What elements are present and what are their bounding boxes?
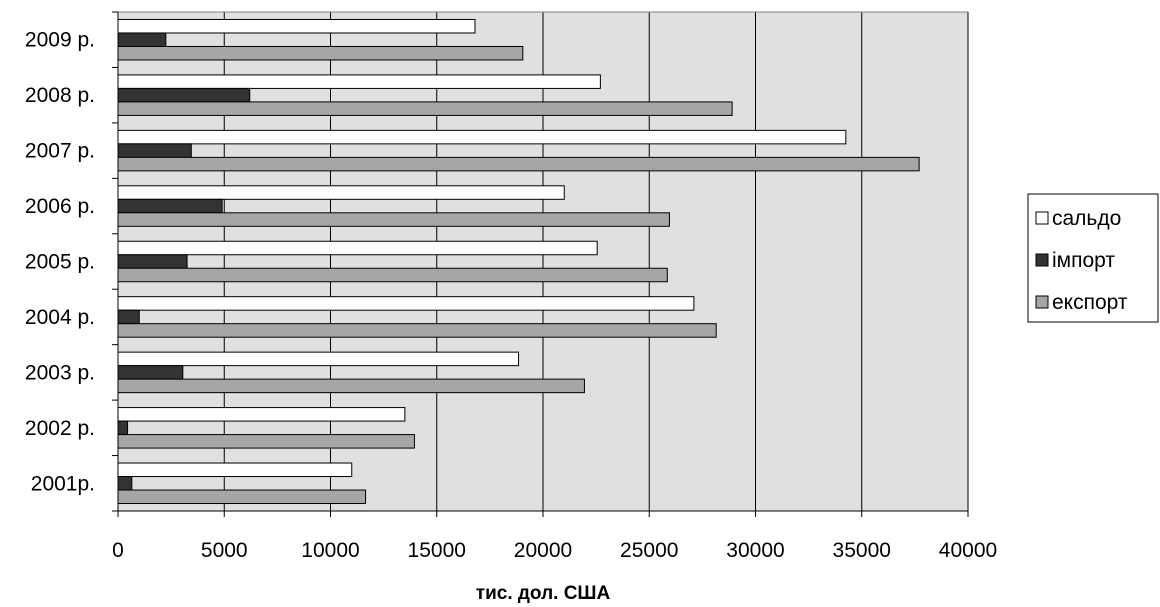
legend-label: експорт <box>1052 291 1128 314</box>
bar-експорт <box>117 378 585 394</box>
bar-імпорт <box>117 309 140 325</box>
category-label: 2007 р. <box>25 140 95 163</box>
category-label: 2001р. <box>31 472 95 495</box>
gridlines <box>118 11 969 511</box>
bar-експорт <box>117 434 415 449</box>
x-tick-label: 0 <box>112 539 124 562</box>
x-axis-title: тис. дол. США <box>476 583 611 604</box>
category-label: 2009 р. <box>25 29 95 52</box>
bar-сальдо <box>117 18 476 34</box>
bar-експорт <box>117 101 733 116</box>
category-label: 2008 р. <box>25 84 95 107</box>
plot-area <box>112 11 969 517</box>
category-label: 2004 р. <box>25 306 95 329</box>
legend-label: імпорт <box>1052 249 1115 272</box>
bar-експорт <box>117 267 668 283</box>
bar-імпорт <box>117 365 184 380</box>
bar-імпорт <box>117 198 223 214</box>
bar-експорт <box>117 212 670 227</box>
bar-експорт <box>117 45 524 61</box>
y-axis-labels: 2001р. 2002 р. 2003 р. 2004 р. 2005 р. 2006 р… <box>25 29 95 496</box>
x-tick-label: 10000 <box>301 539 359 562</box>
legend-swatch-експорт <box>1035 295 1049 309</box>
bar-сальдо <box>117 407 406 422</box>
category-label: 2002 р. <box>25 417 95 440</box>
x-tick-label: 35000 <box>833 539 891 562</box>
x-tick-label: 5000 <box>201 539 248 562</box>
bar-імпорт <box>117 32 167 47</box>
category-label: 2006 р. <box>25 195 95 218</box>
bar-сальдо <box>117 74 601 89</box>
axes <box>112 11 969 517</box>
bar-сальдо <box>117 351 520 367</box>
bar-експорт <box>117 323 717 338</box>
bar-експорт <box>117 489 367 505</box>
x-tick-label: 30000 <box>726 539 784 562</box>
bar-імпорт <box>117 143 192 158</box>
x-axis-tick-labels: 0 5000 10000 15000 20000 25000 30000 35000 40000 <box>112 539 997 562</box>
category-label: 2005 р. <box>25 251 95 274</box>
bar-сальдо <box>117 296 695 311</box>
x-tick-label: 40000 <box>939 539 997 562</box>
bar-імпорт <box>117 476 133 491</box>
bar-імпорт <box>117 420 129 436</box>
bar-імпорт <box>117 254 188 269</box>
bar-сальдо <box>117 240 598 256</box>
bar-сальдо <box>117 185 565 200</box>
bar-сальдо <box>117 462 353 478</box>
legend-frame <box>1027 193 1159 323</box>
bar-експорт <box>117 156 920 172</box>
legend-swatch-імпорт <box>1035 253 1049 267</box>
x-tick-label: 15000 <box>408 539 466 562</box>
x-tick-label: 25000 <box>620 539 678 562</box>
legend-label: сальдо <box>1052 207 1121 230</box>
category-label: 2003 р. <box>25 361 95 384</box>
legend: сальдо імпорт експорт <box>1027 193 1159 323</box>
bar-сальдо <box>117 129 847 145</box>
x-tick-label: 20000 <box>514 539 572 562</box>
bar-імпорт <box>117 87 251 103</box>
legend-swatch-сальдо <box>1035 211 1049 225</box>
